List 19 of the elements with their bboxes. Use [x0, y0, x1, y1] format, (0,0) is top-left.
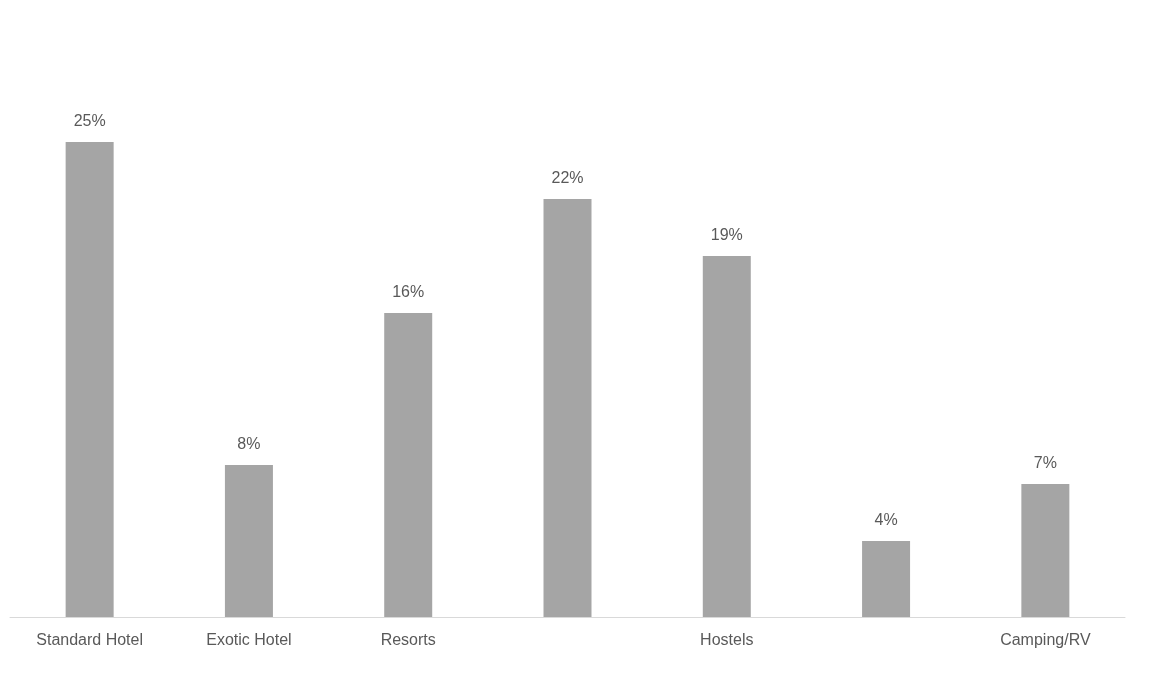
- bar: [384, 313, 433, 617]
- data-label: 16%: [392, 282, 425, 300]
- x-tick-label: Exotic Hotel: [206, 630, 292, 648]
- x-tick-label: Hostels: [700, 630, 754, 648]
- data-label: 4%: [874, 510, 898, 528]
- bar: [862, 541, 911, 617]
- data-label: 8%: [237, 434, 261, 452]
- data-label: 22%: [551, 168, 584, 186]
- bar: [702, 256, 751, 617]
- x-tick-label: Resorts: [380, 630, 436, 648]
- bar: [224, 465, 273, 617]
- bar: [65, 142, 114, 617]
- data-label: 7%: [1033, 453, 1057, 471]
- data-label: 19%: [710, 225, 743, 243]
- x-tick-label: Standard Hotel: [36, 630, 144, 648]
- data-label: 25%: [73, 111, 106, 129]
- bar: [543, 199, 592, 617]
- bar: [1021, 484, 1070, 617]
- x-tick-label: Camping/RV: [1000, 630, 1091, 648]
